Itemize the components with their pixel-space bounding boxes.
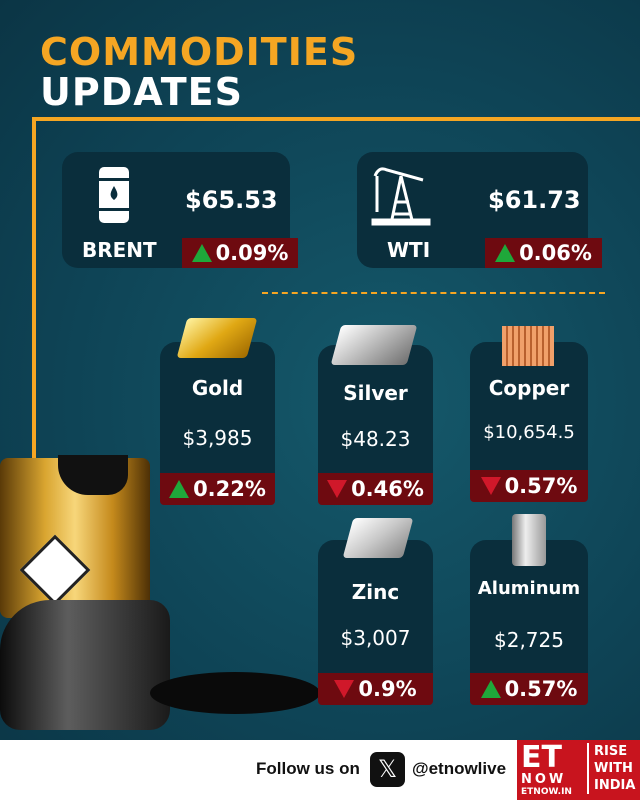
copper-pipes-icon — [502, 326, 554, 366]
commodity-name: BRENT — [82, 238, 157, 262]
title-line1: COMMODITIES — [40, 30, 359, 74]
change-value: 0.22% — [193, 477, 266, 501]
brent-card: BRENT $65.53 0.09% — [62, 152, 298, 268]
arrow-up-icon — [191, 244, 212, 262]
change-badge: 0.9% — [318, 673, 433, 705]
commodity-name: Aluminum — [477, 578, 581, 599]
oil-drip — [58, 455, 128, 495]
x-logo-icon[interactable]: 𝕏 — [370, 752, 405, 787]
copper-card: Copper $10,654.5 0.57% — [470, 326, 588, 502]
tagline-line: RISE — [594, 744, 628, 759]
arrow-down-icon — [327, 480, 348, 498]
silver-card: Silver $48.23 0.46% — [318, 325, 433, 505]
arrow-up-icon — [495, 244, 516, 262]
arrow-down-icon — [334, 680, 355, 698]
change-value: 0.06% — [519, 241, 592, 265]
commodity-price: $65.53 — [185, 186, 278, 214]
commodity-price: $61.73 — [488, 186, 581, 214]
et-now-logo: ET NOW ETNOW.IN RISE WITH INDIA — [517, 740, 640, 800]
commodity-price: $2,725 — [494, 628, 564, 652]
aluminum-card: Aluminum $2,725 0.57% — [470, 514, 588, 705]
logo-now: NOW — [521, 772, 567, 787]
black-barrel-image — [0, 600, 170, 730]
commodity-price: $48.23 — [340, 427, 411, 451]
change-badge: 0.57% — [470, 470, 588, 502]
logo-et: ET — [521, 740, 562, 775]
oil-barrel-icon — [99, 167, 129, 223]
wti-card: WTI $61.73 0.06% — [357, 152, 602, 268]
arrow-down-icon — [480, 477, 501, 495]
arrow-up-icon — [169, 480, 190, 498]
change-badge: 0.22% — [160, 473, 275, 505]
aluminum-can-icon — [512, 514, 546, 566]
commodity-price: $3,985 — [182, 426, 253, 450]
change-badge: 0.06% — [485, 238, 602, 268]
change-value: 0.09% — [215, 241, 289, 265]
tagline: RISE WITH INDIA — [587, 743, 635, 794]
tagline-line: WITH — [594, 761, 633, 776]
change-badge: 0.09% — [182, 238, 298, 268]
oil-pump-icon — [371, 167, 431, 226]
frame-border-top — [32, 117, 640, 121]
social-handle-link[interactable]: @etnowlive — [412, 759, 507, 778]
change-value: 0.57% — [504, 474, 578, 498]
commodity-name: Silver — [343, 381, 408, 405]
change-value: 0.46% — [351, 477, 424, 501]
change-value: 0.57% — [504, 677, 578, 701]
divider — [262, 292, 605, 294]
logo-url: ETNOW.IN — [521, 787, 572, 797]
commodity-price: $10,654.5 — [483, 422, 575, 443]
commodity-price: $3,007 — [340, 626, 411, 650]
change-badge: 0.46% — [318, 473, 433, 505]
commodity-name: Copper — [488, 376, 570, 400]
gold-bars-icon — [176, 318, 258, 358]
commodity-name: Gold — [191, 376, 244, 400]
title-line2: UPDATES — [40, 70, 243, 114]
change-badge: 0.57% — [470, 673, 588, 705]
arrow-up-icon — [480, 680, 501, 698]
zinc-card: Zinc $3,007 0.9% — [318, 518, 433, 705]
commodity-name: Zinc — [351, 580, 400, 604]
gold-card: Gold $3,985 0.22% — [160, 318, 275, 505]
follow-text: Follow us on — [256, 759, 360, 778]
change-value: 0.9% — [358, 677, 417, 701]
oil-spill — [150, 672, 320, 714]
commodity-name: WTI — [387, 238, 431, 262]
footer: Follow us on 𝕏 @etnowlive ET NOW ETNOW.I… — [0, 740, 640, 800]
frame-border-left — [32, 117, 36, 607]
tagline-line: INDIA — [594, 778, 636, 793]
silver-bars-icon — [330, 325, 418, 365]
zinc-bars-icon — [342, 518, 414, 558]
